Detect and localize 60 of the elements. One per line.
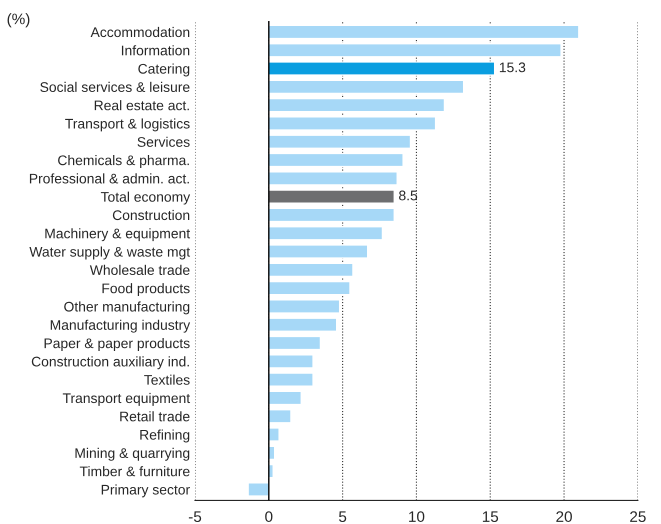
y-tick-label: Mining & quarrying [75, 448, 190, 461]
y-tick-label: Total economy [100, 192, 190, 205]
y-tick-label: Retail trade [120, 411, 190, 422]
x-tick-label: 15 [482, 511, 498, 522]
text: (%) [8, 13, 30, 28]
bar [268, 208, 395, 222]
bar [268, 299, 340, 314]
x-tick-label: 25 [630, 511, 646, 522]
bar [268, 42, 562, 58]
bar [268, 336, 322, 350]
y-tick-label: Wholesale trade [90, 264, 190, 276]
y-tick-label: Water supply & waste mgt [29, 246, 190, 260]
y-tick-label: Textiles [144, 374, 190, 385]
y-tick-label: Refining [140, 430, 190, 442]
bar [268, 226, 384, 241]
y-tick-label: Machinery & equipment [45, 228, 190, 242]
bar [268, 354, 314, 369]
bar [268, 317, 338, 332]
bar [268, 262, 354, 278]
y-tick-label: Paper & paper products [44, 338, 190, 351]
bar [268, 152, 404, 168]
y-tick-label: Real estate act. [94, 100, 189, 110]
y-tick-label: Accommodation [90, 26, 190, 38]
bar [268, 390, 302, 406]
bar [268, 244, 368, 259]
y-tick-label: Transport & logistics [65, 118, 190, 132]
bar [268, 24, 580, 40]
y-tick-label: Catering [138, 64, 190, 76]
x-tick-label: 20 [556, 511, 572, 522]
x-tick-label: 0 [265, 511, 272, 522]
bar [268, 280, 351, 296]
bar [268, 189, 395, 204]
y-tick-label: Construction auxiliary ind. [32, 356, 189, 370]
bar [268, 134, 412, 150]
y-tick-label: Other manufacturing [64, 301, 190, 314]
y-tick-label: Chemicals & pharma. [58, 155, 189, 168]
y-tick-label: Primary sector [102, 484, 190, 498]
x-tick-label: 10 [409, 511, 424, 522]
bar [268, 98, 446, 112]
bar [247, 482, 270, 497]
y-tick-label: Information [122, 45, 190, 56]
data-label: 15.3 [500, 62, 526, 72]
y-tick-label: Professional & admin. act. [30, 173, 189, 184]
y-tick-label: Transport equipment [62, 392, 190, 406]
y-tick-label: Food products [102, 283, 190, 296]
x-tick-label: 5 [338, 511, 346, 522]
bar [268, 408, 292, 424]
bar [268, 116, 436, 131]
bar [268, 61, 496, 76]
y-tick-label: Construction [112, 210, 190, 220]
bar [268, 80, 464, 94]
bar [268, 372, 314, 387]
x-tick-label: -5 [188, 511, 202, 522]
bar [268, 171, 398, 186]
y-tick-label: Services [138, 136, 190, 147]
y-tick-label: Timber & furniture [80, 466, 190, 476]
y-tick-label: Social services & leisure [40, 82, 190, 92]
data-label: 8.5 [399, 190, 418, 200]
y-tick-label: Manufacturing industry [50, 320, 190, 333]
bar [268, 427, 280, 442]
